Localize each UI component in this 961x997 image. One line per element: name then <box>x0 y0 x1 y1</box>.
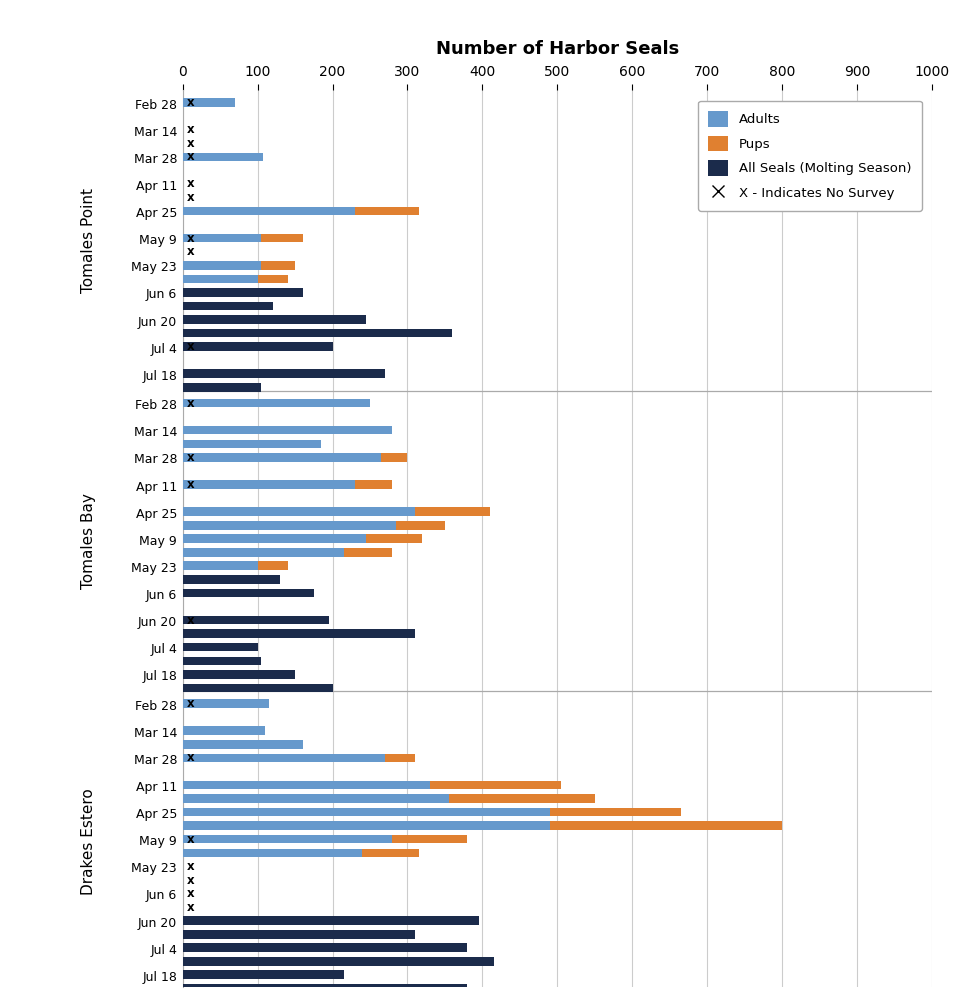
Bar <box>385 754 415 762</box>
Bar <box>183 453 382 462</box>
Bar <box>183 848 362 857</box>
Bar <box>261 261 295 269</box>
Bar <box>183 342 333 351</box>
Bar <box>183 970 344 979</box>
Bar <box>183 383 261 392</box>
Text: x: x <box>187 478 195 491</box>
Legend: Adults, Pups, All Seals (Molting Season), X - Indicates No Survey: Adults, Pups, All Seals (Molting Season)… <box>698 101 922 210</box>
Text: x: x <box>187 340 195 353</box>
Bar <box>183 521 396 529</box>
Bar <box>183 426 392 435</box>
Bar <box>183 629 415 638</box>
Bar <box>382 453 407 462</box>
Bar <box>183 370 385 378</box>
Bar <box>183 984 467 993</box>
Bar <box>183 740 303 749</box>
Bar <box>183 822 550 831</box>
Bar <box>183 957 494 966</box>
Bar <box>392 834 467 843</box>
Bar <box>183 834 392 843</box>
Bar <box>550 808 681 817</box>
Bar <box>183 943 467 952</box>
Text: x: x <box>187 191 195 204</box>
Text: Drakes Estero: Drakes Estero <box>82 789 96 895</box>
Bar <box>183 329 453 337</box>
Bar <box>183 657 261 665</box>
Bar <box>183 274 258 283</box>
Bar <box>183 261 261 269</box>
Bar <box>183 481 355 489</box>
Bar <box>183 315 366 324</box>
Bar <box>183 302 273 310</box>
Bar <box>183 781 430 790</box>
Bar <box>183 507 415 515</box>
Bar <box>261 234 303 242</box>
Text: x: x <box>187 859 195 872</box>
Bar <box>183 561 258 570</box>
Text: x: x <box>187 887 195 900</box>
Bar <box>183 153 262 162</box>
Bar <box>366 534 423 543</box>
Text: x: x <box>187 832 195 845</box>
Bar <box>183 588 313 597</box>
Text: x: x <box>187 613 195 626</box>
X-axis label: Number of Harbor Seals: Number of Harbor Seals <box>435 40 679 58</box>
Bar <box>550 822 782 831</box>
Bar <box>183 916 479 925</box>
Bar <box>183 440 321 449</box>
Bar <box>362 848 419 857</box>
Bar <box>183 534 366 543</box>
Text: x: x <box>187 96 195 109</box>
Text: x: x <box>187 873 195 886</box>
Text: Tomales Point: Tomales Point <box>82 188 96 293</box>
Bar <box>183 930 415 938</box>
Bar <box>355 206 419 215</box>
Text: x: x <box>187 451 195 464</box>
Text: x: x <box>187 900 195 913</box>
Bar <box>258 274 287 283</box>
Bar <box>183 234 261 242</box>
Text: Tomales Bay: Tomales Bay <box>82 494 96 589</box>
Bar <box>183 548 344 556</box>
Bar <box>183 727 265 735</box>
Bar <box>183 684 333 692</box>
Bar <box>430 781 561 790</box>
Bar <box>258 561 287 570</box>
Bar <box>183 670 295 679</box>
Text: x: x <box>187 231 195 244</box>
Text: x: x <box>187 177 195 190</box>
Bar <box>449 795 595 803</box>
Bar <box>355 481 392 489</box>
Bar <box>183 616 329 624</box>
Bar <box>183 754 385 762</box>
Bar <box>183 808 550 817</box>
Text: x: x <box>187 397 195 410</box>
Text: x: x <box>187 245 195 258</box>
Bar <box>183 206 355 215</box>
Bar <box>396 521 445 529</box>
Bar <box>344 548 392 556</box>
Bar <box>415 507 490 515</box>
Bar <box>183 699 269 708</box>
Bar <box>183 575 280 584</box>
Bar <box>183 99 235 107</box>
Bar <box>183 643 258 651</box>
Text: x: x <box>187 137 195 150</box>
Bar <box>183 288 303 297</box>
Text: x: x <box>187 697 195 710</box>
Bar <box>183 795 449 803</box>
Text: x: x <box>187 151 195 164</box>
Text: x: x <box>187 124 195 137</box>
Text: x: x <box>187 752 195 765</box>
Bar <box>183 399 370 408</box>
